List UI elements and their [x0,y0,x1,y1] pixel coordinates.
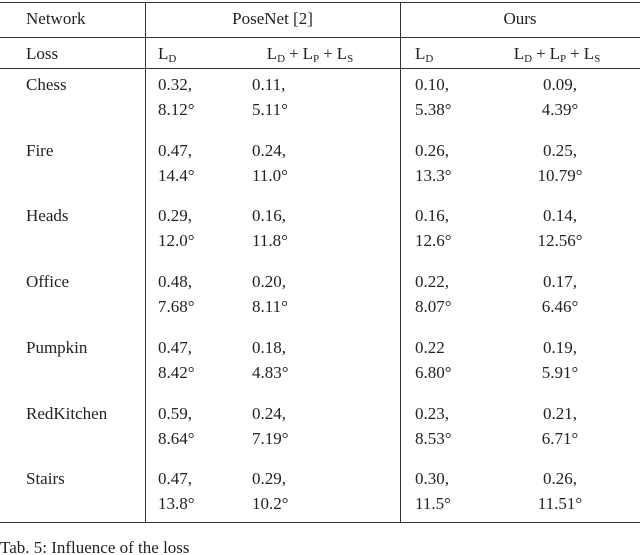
cell: 0.26, [543,469,577,489]
subscript: S [594,53,601,65]
operator: + [323,44,333,63]
subscript: D [168,53,177,65]
symbol: L [302,44,314,63]
cell: 7.19° [252,428,289,448]
cell: 0.14, [543,206,577,226]
cell: 0.32, [158,75,192,94]
cell: 13.3° [415,165,452,185]
symbol: L [415,44,426,63]
cell: 0.47, [158,469,192,489]
cell: 10.2° [252,494,289,514]
cell: 4.39° [541,100,579,119]
cell: 0.17, [543,272,577,292]
cell: 13.8° [158,494,195,514]
cell: 11.8° [252,231,288,251]
header-network: Network [26,9,86,28]
cell: 8.07° [415,297,452,317]
cell: 0.20, [252,272,286,292]
cell: 8.12° [158,100,195,119]
symbol: L [336,44,348,63]
cell: 12.0° [158,231,195,251]
cell: 12.6° [415,231,452,251]
loss-label: LD + LP + LS [230,44,390,69]
loss-label: LD [415,44,433,69]
cell: 8.64° [158,428,195,448]
row-label: RedKitchen [26,403,108,423]
cell: 0.29, [252,469,286,489]
loss-label: LD [158,44,176,69]
cell: 0.19, [543,337,577,357]
rule [0,37,640,38]
subscript: S [347,53,354,65]
cell: 5.91° [541,362,579,382]
cell: 5.11° [252,100,288,119]
cell: 0.11, [252,75,286,94]
operator: + [570,44,580,63]
subscript: D [277,53,286,65]
row-label: Office [26,272,70,292]
cell: 8.42° [158,362,195,382]
cell: 0.24, [252,140,286,160]
rule [400,2,401,522]
caption: Tab. 5: Influence of the loss [0,538,190,555]
row-label: Pumpkin [26,337,88,357]
cell: 7.68° [158,297,195,317]
cell: 11.0° [252,165,288,185]
symbol: L [513,44,525,63]
operator: + [289,44,299,63]
subscript: D [524,53,533,65]
cell: 0.30, [415,469,449,489]
cell: 6.71° [541,428,579,448]
rule [145,2,146,522]
cell: 0.24, [252,403,286,423]
cell: 0.29, [158,206,192,226]
rule [0,2,640,3]
cell: 0.18, [252,337,286,357]
cell: 10.79° [537,165,583,185]
cell: 0.25, [543,140,577,160]
cell: 0.10, [415,75,449,94]
cell: 8.53° [415,428,452,448]
cell: 0.47, [158,337,192,357]
cell: 0.26, [415,140,449,160]
cell: 11.5° [415,494,451,514]
cell: 0.09, [543,75,577,94]
cell: 0.48, [158,272,192,292]
cell: 4.83° [252,362,289,382]
cell: 0.47, [158,140,192,160]
cell: 8.11° [252,297,288,317]
cell: 0.23, [415,403,449,423]
header-group: Ours [503,9,537,28]
rule [0,522,640,523]
cell: 6.46° [541,297,579,317]
symbol: L [583,44,595,63]
cell: 0.22 [415,337,445,357]
row-label: Heads [26,206,69,226]
cell: 0.16, [415,206,449,226]
symbol: L [549,44,561,63]
cell: 5.38° [415,100,452,119]
cell: 0.16, [252,206,286,226]
header-loss: Loss [26,44,59,63]
cell: 0.22, [415,272,449,292]
cell: 0.21, [543,403,577,423]
operator: + [536,44,546,63]
symbol: L [158,44,169,63]
subscript: P [560,53,567,65]
subscript: D [425,53,434,65]
row-label: Stairs [26,469,65,489]
cell: 14.4° [158,165,195,185]
rule [0,68,640,69]
cell: 0.59, [158,403,192,423]
cell: 11.51° [537,494,583,514]
loss-label: LD + LP + LS [477,44,637,69]
cell: 6.80° [415,362,452,382]
row-label: Fire [26,140,54,160]
symbol: L [266,44,278,63]
header-group: PoseNet [2] [232,9,313,28]
subscript: P [313,53,320,65]
cell: 12.56° [537,231,583,251]
row-label: Chess [26,75,67,94]
